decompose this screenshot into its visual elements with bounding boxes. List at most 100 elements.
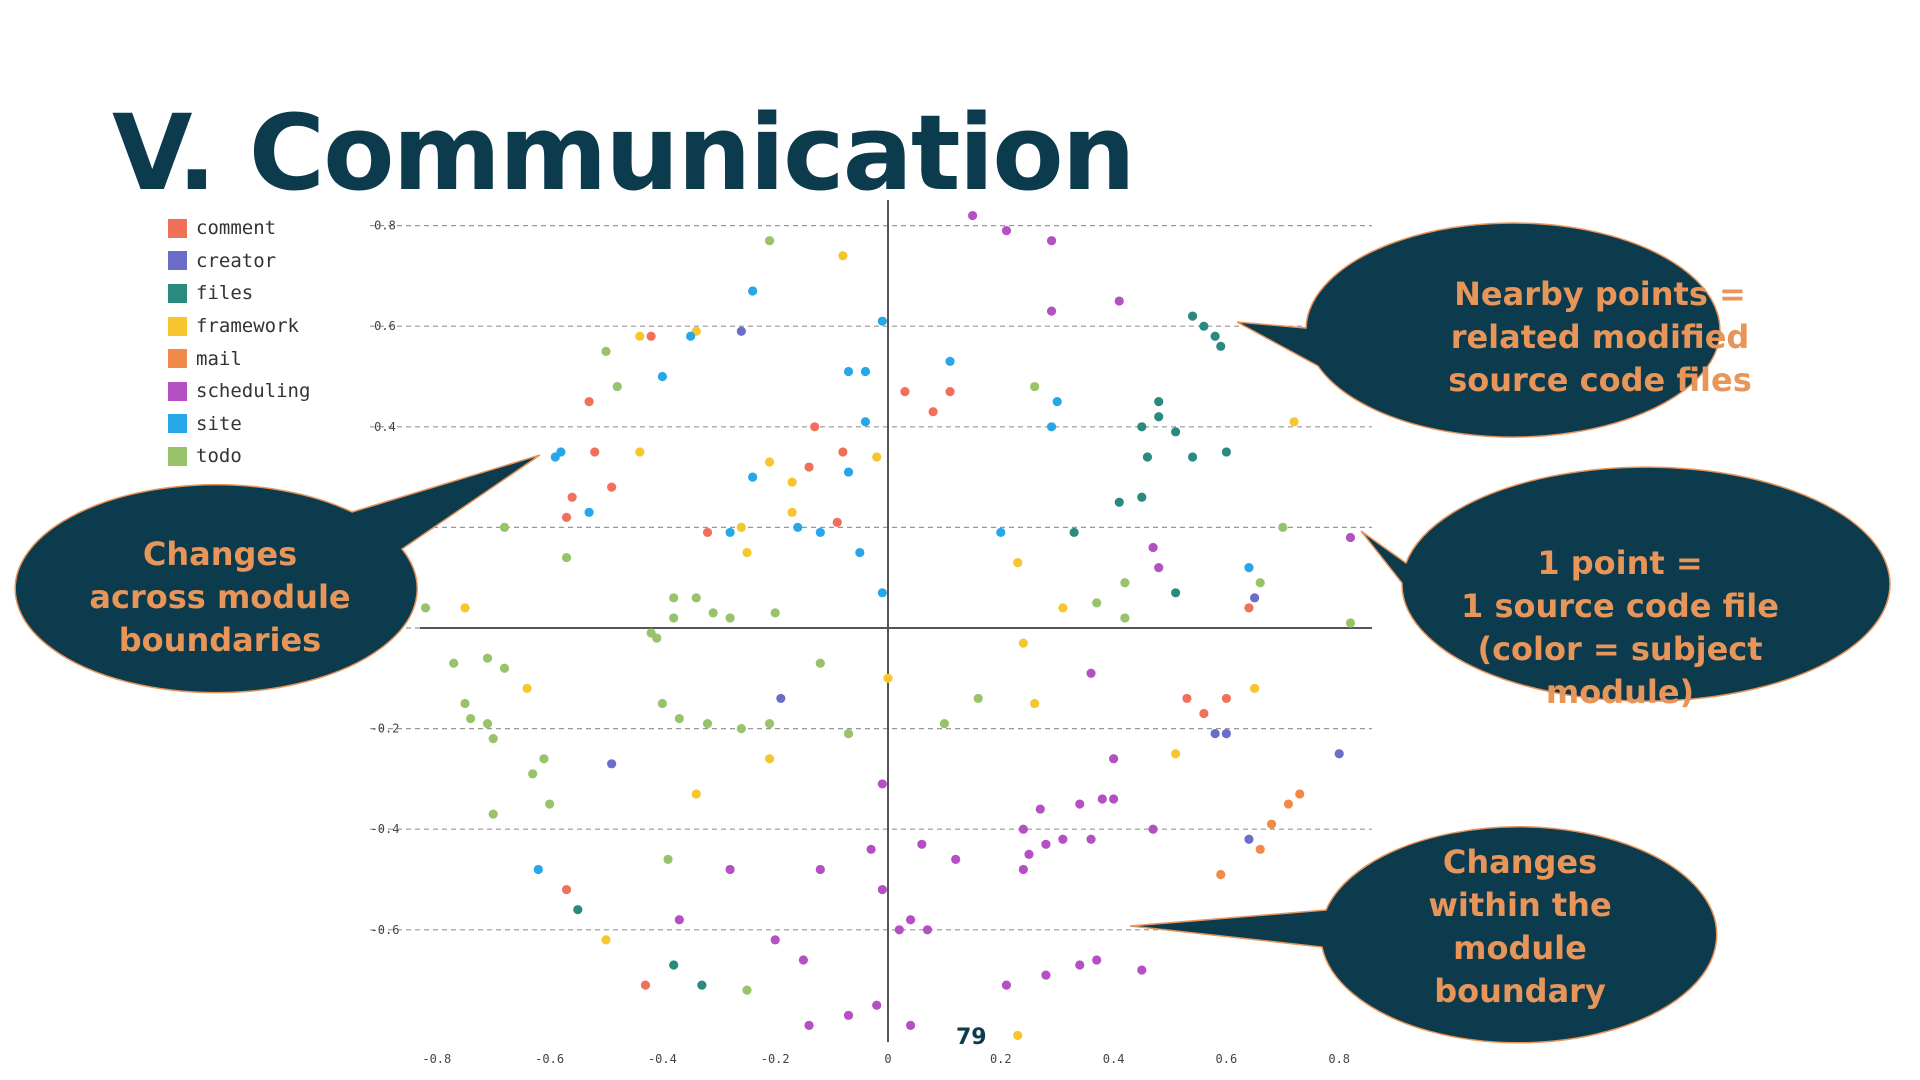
point-site — [1052, 397, 1062, 407]
point-scheduling — [1154, 563, 1164, 573]
point-todo — [742, 985, 752, 995]
point-mail — [1266, 819, 1277, 829]
legend-item-site: site — [168, 408, 310, 441]
point-todo — [466, 713, 476, 724]
callout-one-point-text: 1 point = 1 source code file (color = su… — [1461, 544, 1779, 711]
legend-swatch — [168, 316, 187, 336]
point-site — [860, 366, 871, 377]
point-files — [1114, 497, 1124, 507]
point-comment — [1199, 708, 1209, 719]
point-comment — [804, 462, 814, 472]
point-scheduling — [674, 915, 684, 925]
y-tick-label: -0.2 — [371, 722, 400, 736]
point-todo — [674, 713, 684, 724]
point-creator — [736, 326, 746, 336]
y-tick-label: 0.8 — [374, 219, 396, 233]
point-files — [669, 960, 679, 970]
point-todo — [669, 593, 679, 603]
point-comment — [1244, 603, 1254, 613]
legend-swatch — [168, 381, 187, 401]
point-scheduling — [894, 925, 904, 935]
point-scheduling — [1046, 306, 1057, 316]
point-todo — [488, 734, 498, 744]
point-todo — [770, 608, 780, 618]
point-todo — [736, 724, 746, 734]
point-todo — [499, 663, 510, 673]
point-framework — [1030, 698, 1040, 709]
point-files — [1187, 452, 1198, 462]
point-site — [877, 316, 887, 326]
point-scheduling — [1046, 236, 1057, 246]
legend-swatch — [168, 414, 187, 434]
point-framework — [1058, 603, 1068, 613]
legend-label: files — [196, 282, 254, 305]
y-tick-label: -0.6 — [371, 923, 400, 937]
point-todo — [843, 729, 854, 739]
point-framework — [1013, 1030, 1023, 1041]
x-tick-label: 0.4 — [1103, 1052, 1125, 1066]
point-files — [1137, 422, 1147, 432]
point-scheduling — [1097, 794, 1107, 804]
chart-grid — [370, 225, 1372, 931]
callout-within-text: Changes within the module boundary — [1428, 843, 1612, 1010]
point-framework — [635, 331, 645, 341]
point-scheduling — [877, 779, 887, 789]
point-todo — [561, 552, 572, 563]
point-scheduling — [1092, 955, 1102, 965]
point-scheduling — [1001, 980, 1012, 990]
point-site — [748, 472, 758, 482]
point-comment — [838, 447, 848, 457]
point-todo — [691, 593, 701, 603]
chart-axes — [420, 200, 1372, 1042]
point-scheduling — [905, 915, 916, 925]
point-todo — [1120, 578, 1130, 588]
legend-item-files: files — [168, 277, 310, 310]
point-site — [855, 547, 865, 558]
point-todo — [488, 809, 498, 819]
slide-title: V. Communication — [112, 92, 1136, 214]
point-todo — [1120, 613, 1130, 623]
point-scheduling — [815, 864, 825, 875]
point-creator — [1221, 729, 1231, 739]
point-scheduling — [1018, 824, 1028, 834]
point-todo — [612, 381, 622, 392]
point-framework — [522, 683, 532, 693]
point-mail — [1295, 789, 1305, 799]
point-scheduling — [1148, 824, 1158, 834]
point-todo — [939, 718, 950, 729]
point-scheduling — [917, 839, 927, 849]
point-todo — [663, 854, 673, 864]
point-todo — [764, 236, 775, 246]
point-scheduling — [1041, 839, 1051, 849]
point-scheduling — [1075, 799, 1085, 809]
x-tick-label: -0.6 — [535, 1052, 564, 1066]
legend-label: mail — [196, 347, 242, 370]
point-todo — [973, 693, 983, 704]
legend-label: todo — [196, 445, 242, 468]
point-scheduling — [1035, 804, 1045, 814]
point-site — [860, 417, 871, 427]
point-scheduling — [1114, 296, 1124, 306]
point-framework — [883, 673, 893, 683]
point-framework — [601, 935, 611, 945]
point-comment — [945, 386, 955, 397]
legend-swatch — [168, 283, 187, 303]
point-scheduling — [951, 854, 961, 864]
point-files — [1216, 341, 1226, 351]
point-todo — [725, 613, 735, 623]
point-framework — [1018, 638, 1028, 648]
legend-label: site — [196, 412, 242, 435]
point-site — [945, 356, 955, 367]
point-framework — [1250, 683, 1260, 693]
point-scheduling — [905, 1020, 916, 1030]
point-site — [815, 527, 825, 538]
point-todo — [528, 769, 538, 779]
point-files — [1171, 427, 1181, 437]
point-comment — [928, 407, 938, 417]
point-scheduling — [968, 210, 978, 221]
point-framework — [838, 251, 848, 261]
point-comment — [561, 884, 572, 895]
point-scheduling — [1137, 965, 1147, 975]
point-files — [697, 980, 707, 990]
